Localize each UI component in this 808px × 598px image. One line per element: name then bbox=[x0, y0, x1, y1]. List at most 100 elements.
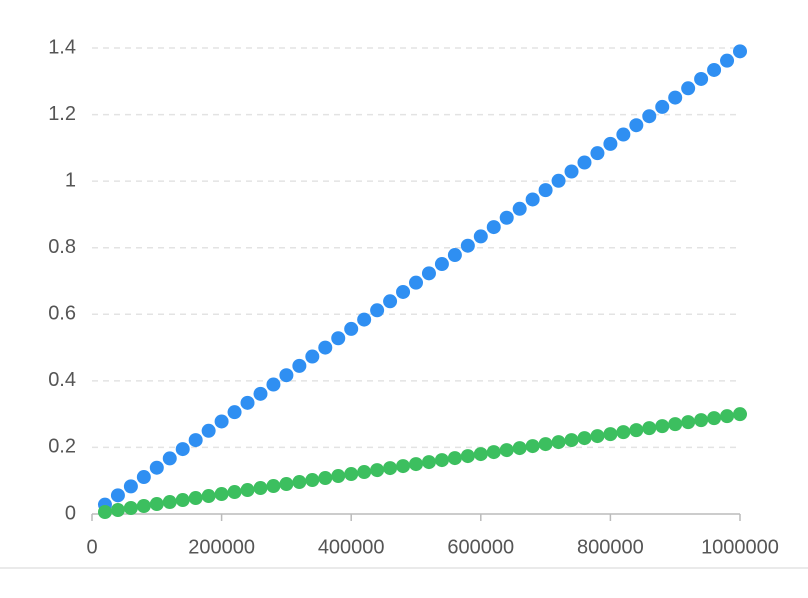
point bbox=[681, 81, 696, 96]
point bbox=[136, 470, 151, 485]
point bbox=[460, 449, 475, 464]
point bbox=[123, 479, 138, 494]
point bbox=[227, 405, 242, 420]
point bbox=[655, 419, 670, 434]
point bbox=[201, 423, 216, 438]
point bbox=[214, 487, 229, 502]
point bbox=[720, 53, 735, 68]
point bbox=[266, 479, 281, 494]
point bbox=[409, 275, 423, 290]
point bbox=[162, 451, 177, 466]
point bbox=[344, 321, 359, 336]
x-tick-label: 0 bbox=[86, 536, 97, 558]
point bbox=[551, 435, 566, 450]
point bbox=[694, 413, 709, 428]
point bbox=[434, 257, 449, 272]
point bbox=[266, 377, 281, 392]
point bbox=[409, 457, 423, 472]
point bbox=[434, 453, 449, 468]
point bbox=[370, 463, 385, 478]
point bbox=[136, 499, 151, 514]
x-tick-label: 800000 bbox=[577, 536, 644, 558]
point bbox=[616, 127, 631, 142]
point bbox=[149, 460, 164, 475]
point bbox=[240, 483, 255, 498]
point bbox=[616, 425, 631, 440]
point bbox=[642, 421, 657, 436]
y-tick-label: 0.8 bbox=[48, 236, 76, 258]
point bbox=[175, 442, 190, 457]
point bbox=[279, 368, 294, 383]
point bbox=[396, 284, 411, 299]
point bbox=[188, 433, 203, 448]
point bbox=[473, 229, 488, 244]
point bbox=[486, 220, 501, 235]
point bbox=[512, 201, 527, 216]
point bbox=[629, 118, 644, 133]
point bbox=[551, 173, 566, 188]
point bbox=[344, 467, 359, 482]
point bbox=[577, 155, 592, 170]
point bbox=[447, 248, 462, 263]
point bbox=[305, 473, 320, 488]
point bbox=[603, 136, 618, 151]
y-tick-label: 1 bbox=[65, 169, 76, 191]
point bbox=[681, 415, 696, 430]
point bbox=[97, 505, 112, 520]
point bbox=[214, 414, 229, 429]
point bbox=[564, 433, 579, 448]
point bbox=[447, 451, 462, 466]
point bbox=[383, 461, 398, 476]
point bbox=[201, 489, 216, 504]
point bbox=[318, 340, 333, 355]
x-tick-label: 600000 bbox=[447, 536, 514, 558]
point bbox=[292, 358, 307, 373]
point bbox=[240, 395, 255, 410]
point bbox=[110, 488, 125, 503]
point bbox=[486, 445, 501, 460]
point bbox=[655, 99, 670, 114]
point bbox=[707, 62, 722, 77]
point bbox=[421, 455, 436, 470]
y-tick-label: 0.4 bbox=[48, 369, 76, 391]
point bbox=[253, 386, 268, 401]
point bbox=[733, 44, 747, 59]
point bbox=[694, 71, 709, 86]
point bbox=[383, 294, 398, 309]
point bbox=[525, 192, 540, 207]
point bbox=[331, 469, 346, 484]
point bbox=[110, 503, 125, 518]
point bbox=[473, 447, 488, 462]
point bbox=[396, 459, 411, 474]
point bbox=[590, 146, 605, 161]
point bbox=[499, 210, 514, 225]
x-tick-label: 1000000 bbox=[701, 536, 779, 558]
point bbox=[227, 485, 242, 500]
y-tick-label: 1.4 bbox=[48, 36, 76, 58]
x-tick-label: 400000 bbox=[318, 536, 385, 558]
point bbox=[564, 164, 579, 179]
point bbox=[603, 427, 618, 442]
point bbox=[305, 349, 320, 364]
point bbox=[707, 411, 722, 426]
point bbox=[357, 312, 372, 327]
point bbox=[357, 465, 372, 480]
point bbox=[123, 501, 138, 516]
y-tick-label: 0 bbox=[65, 502, 76, 524]
point bbox=[668, 90, 683, 105]
point bbox=[629, 423, 644, 438]
point bbox=[525, 439, 540, 454]
point bbox=[162, 495, 177, 510]
point bbox=[577, 431, 592, 446]
point bbox=[279, 477, 294, 492]
point bbox=[370, 303, 385, 318]
point bbox=[720, 409, 735, 424]
y-tick-label: 0.6 bbox=[48, 303, 76, 325]
point bbox=[188, 491, 203, 506]
point bbox=[512, 441, 527, 456]
point bbox=[175, 493, 190, 508]
point bbox=[149, 497, 164, 512]
point bbox=[253, 481, 268, 496]
